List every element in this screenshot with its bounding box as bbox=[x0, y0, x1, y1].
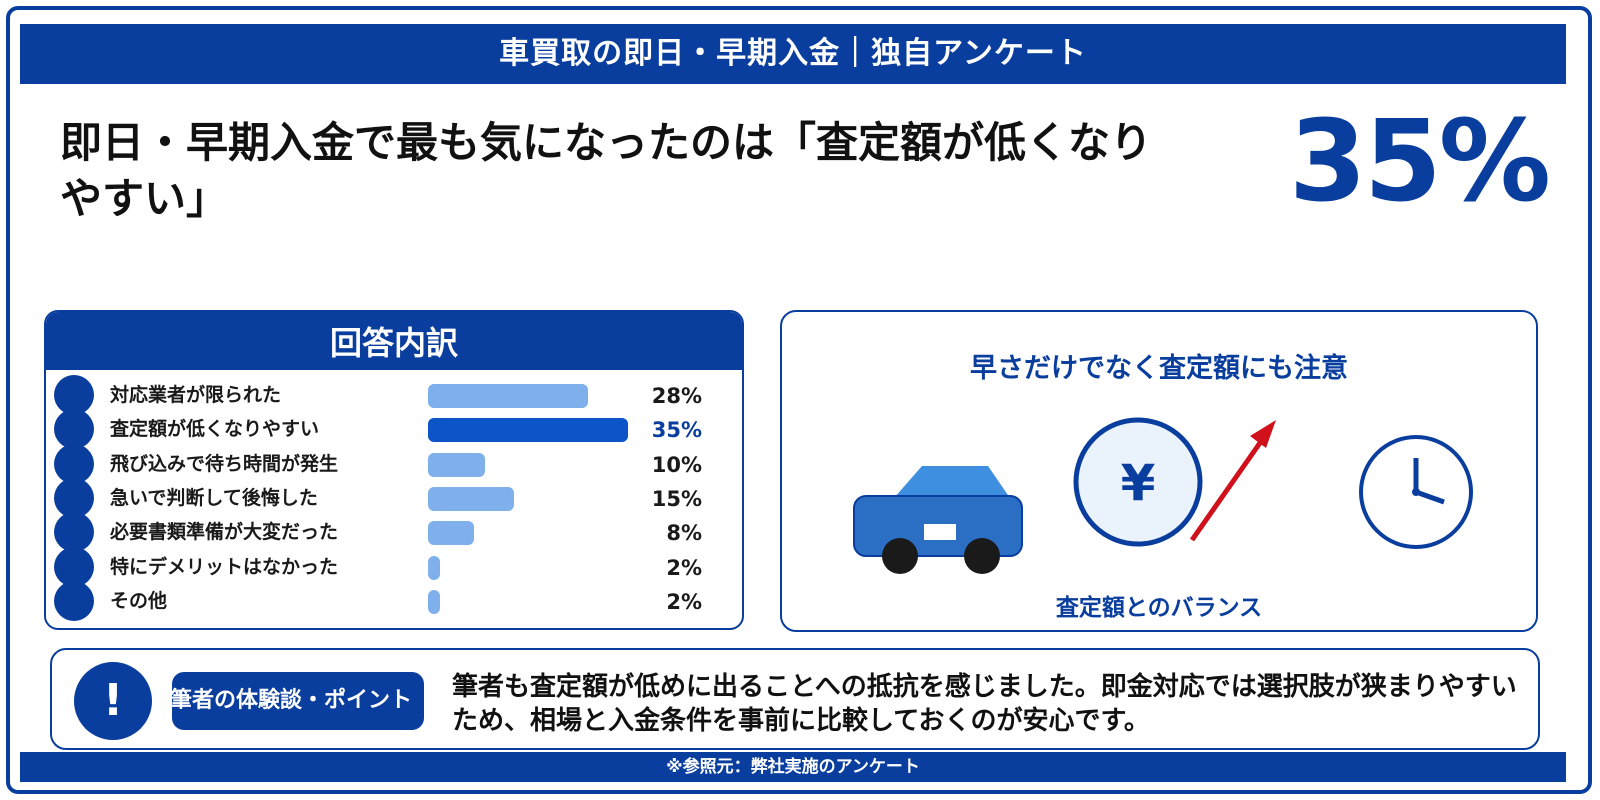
breakdown-row: 特にデメリットはなかった 2% bbox=[46, 546, 742, 587]
bar bbox=[428, 452, 486, 477]
bar bbox=[428, 589, 440, 614]
bar-value-label: 10% bbox=[651, 452, 702, 477]
bar-track bbox=[428, 555, 638, 580]
bar bbox=[428, 521, 474, 546]
exclamation-icon: ! bbox=[74, 662, 152, 740]
experience-box: ! 筆者の体験談・ポイント 筆者も査定額が低めに出ることへの抵抗を感じました。即… bbox=[50, 648, 1540, 750]
breakdown-row: 飛び込みで待ち時間が発生 10% bbox=[46, 443, 742, 484]
illustration-title: 早さだけでなく査定額にも注意 bbox=[970, 353, 1348, 384]
footer-source: ※参照元：弊社実施のアンケート bbox=[20, 752, 1566, 782]
breakdown-panel: 回答内訳 対応業者が限られた 28% 査定額が低くなりやすい 35% 飛び込みで待ち時間… bbox=[44, 310, 744, 630]
breakdown-row: 査定額が低くなりやすい 35% bbox=[46, 409, 742, 450]
yen-coin-icon: ¥ bbox=[1073, 417, 1203, 547]
row-bullet-icon bbox=[54, 443, 94, 484]
row-bullet-icon bbox=[54, 409, 94, 450]
breakdown-row: 対応業者が限られた 28% bbox=[46, 375, 742, 415]
illustration-panel: 早さだけでなく査定額にも注意 ¥ bbox=[780, 310, 1538, 632]
bar bbox=[428, 486, 514, 511]
bar-value-label: 2% bbox=[666, 555, 702, 580]
row-label: 査定額が低くなりやすい bbox=[110, 418, 320, 441]
row-bullet-icon bbox=[54, 546, 94, 587]
experience-badge-label: 筆者の体験談・ポイント bbox=[172, 688, 412, 713]
row-bullet-icon bbox=[54, 477, 94, 518]
experience-text: 筆者も査定額が低めに出ることへの抵抗を感じました。即金対応では選択肢が狭まりやす… bbox=[452, 672, 1517, 736]
bar-track bbox=[428, 486, 638, 511]
svg-text:¥: ¥ bbox=[1121, 454, 1156, 512]
illustration-caption: 査定額とのバランス bbox=[1055, 595, 1263, 621]
breakdown-title: 回答内訳 bbox=[46, 312, 742, 370]
bar-track bbox=[428, 418, 638, 443]
row-label: その他 bbox=[110, 589, 168, 612]
bar-track bbox=[428, 521, 638, 546]
bar-value-label: 15% bbox=[651, 486, 702, 511]
bar-value-label: 2% bbox=[666, 589, 702, 614]
bar-track bbox=[428, 589, 638, 614]
bar bbox=[428, 555, 440, 580]
bar-value-label: 35% bbox=[651, 418, 702, 443]
header-title: 車買取の即日・早期入金｜独自アンケート bbox=[20, 24, 1566, 84]
illustration-graphic: ¥ bbox=[853, 417, 1473, 574]
bar bbox=[428, 418, 628, 443]
row-label: 特にデメリットはなかった bbox=[110, 555, 339, 578]
infographic-frame: 車買取の即日・早期入金｜独自アンケート 即日・早期入金で最も気になったのは「査定… bbox=[6, 6, 1592, 794]
bar-value-label: 8% bbox=[666, 521, 702, 546]
breakdown-row: その他 2% bbox=[46, 580, 742, 621]
row-label: 飛び込みで待ち時間が発生 bbox=[110, 452, 339, 475]
bar-track bbox=[428, 452, 638, 477]
experience-badge: 筆者の体験談・ポイント bbox=[172, 672, 424, 730]
bar-track bbox=[428, 384, 638, 408]
row-bullet-icon bbox=[54, 580, 94, 621]
breakdown-row: 急いで判断して後悔した 15% bbox=[46, 477, 742, 518]
bar-value-label: 28% bbox=[651, 384, 702, 408]
car-icon bbox=[853, 466, 1023, 574]
row-bullet-icon bbox=[54, 512, 94, 553]
row-label: 必要書類準備が大変だった bbox=[110, 521, 339, 544]
breakdown-row: 必要書類準備が大変だった 8% bbox=[46, 512, 742, 553]
headline: 即日・早期入金で最も気になったのは「査定額が低くなりやすい」 bbox=[60, 118, 1153, 223]
row-bullet-icon bbox=[54, 375, 94, 415]
row-label: 対応業者が限られた bbox=[110, 384, 282, 406]
clock-icon bbox=[1359, 435, 1473, 549]
up-arrow-icon bbox=[1189, 420, 1276, 542]
row-label: 急いで判断して後悔した bbox=[110, 486, 318, 509]
highlight-percent: 35% bbox=[1288, 97, 1551, 227]
bar bbox=[428, 384, 588, 408]
